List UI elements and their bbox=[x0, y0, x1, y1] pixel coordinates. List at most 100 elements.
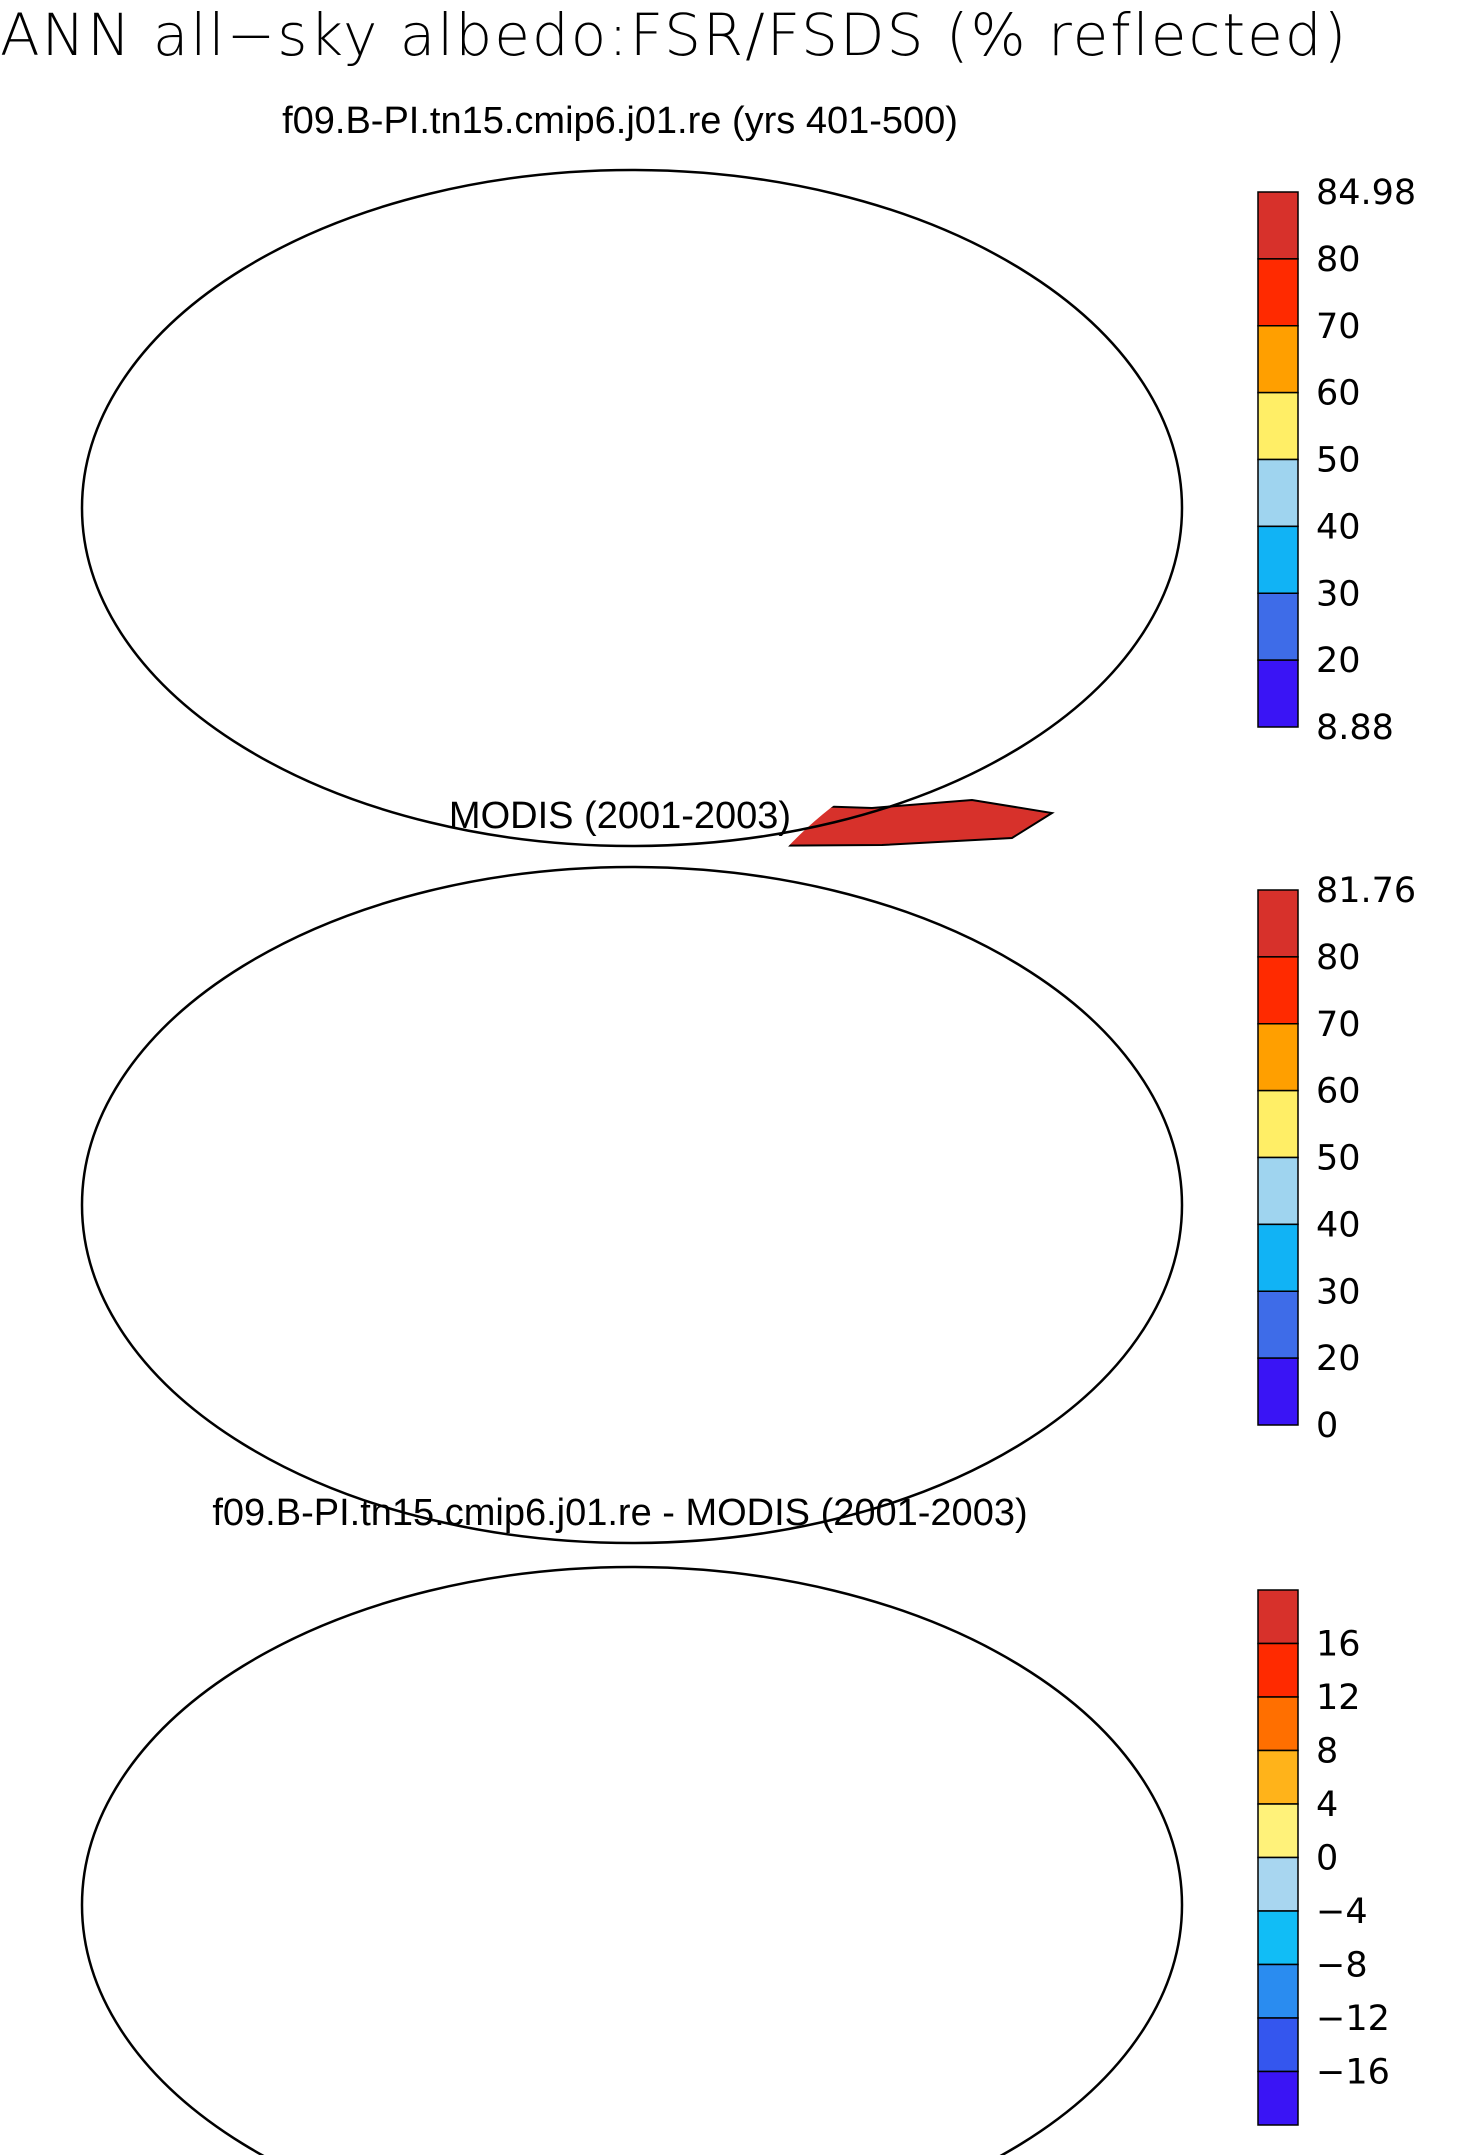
colorbar-segment bbox=[1257, 1803, 1299, 1859]
field-patch bbox=[512, 1660, 592, 1683]
landmass-newZealand bbox=[867, 633, 882, 666]
colorbar-label: 12 bbox=[1316, 1678, 1361, 1718]
map-panel-1 bbox=[80, 168, 1184, 848]
landmass-india bbox=[647, 378, 682, 438]
field-patch bbox=[272, 1670, 332, 1695]
landmass-australia bbox=[727, 1930, 827, 2020]
colorbar-label: 30 bbox=[1316, 1272, 1361, 1312]
colorbar-segment bbox=[1257, 1023, 1299, 1092]
field-patch bbox=[302, 1925, 332, 1965]
colorbar-segment bbox=[1257, 956, 1299, 1025]
landmass-northAmerica bbox=[157, 887, 457, 1110]
landmass-greenland bbox=[372, 1565, 467, 1630]
colorbar-segment bbox=[1257, 258, 1299, 327]
colorbar-segment bbox=[1257, 325, 1299, 394]
landmass-india bbox=[647, 1775, 682, 1835]
colorbar-label: 16 bbox=[1316, 1625, 1361, 1665]
colorbar-segment bbox=[1257, 2070, 1299, 2126]
panel-1-title: f09.B-PI.tn15.cmip6.j01.re (yrs 401-500) bbox=[282, 100, 958, 142]
colorbar-label: 70 bbox=[1316, 1005, 1361, 1045]
map-frame bbox=[80, 865, 1184, 1545]
colorbar-label: −16 bbox=[1316, 2053, 1390, 2093]
landmass-seAsia bbox=[722, 1095, 752, 1145]
landmass-eurasia bbox=[482, 198, 952, 408]
field-patch bbox=[692, 1715, 772, 1745]
field-patch bbox=[202, 263, 302, 293]
landmass-northAmerica bbox=[157, 1587, 457, 1810]
colorbar-label: −4 bbox=[1316, 1892, 1368, 1932]
colorbar-label: −12 bbox=[1316, 1999, 1390, 2039]
landmass-africa bbox=[457, 358, 642, 593]
map-frame bbox=[80, 168, 1184, 848]
landmass-australia bbox=[727, 533, 827, 623]
colorbar-label: 8 bbox=[1316, 1732, 1338, 1772]
colorbar-label: 40 bbox=[1316, 1205, 1361, 1245]
colorbar-label: 0 bbox=[1316, 1839, 1338, 1879]
colorbar-segment bbox=[1257, 1223, 1299, 1292]
map-panel-3 bbox=[80, 1565, 1184, 2155]
colorbar-segment bbox=[1257, 525, 1299, 594]
colorbar-label: 20 bbox=[1316, 641, 1361, 681]
colorbar-segment bbox=[1257, 1089, 1299, 1159]
colorbar-label: −8 bbox=[1316, 1946, 1368, 1986]
colorbar-label: 30 bbox=[1316, 574, 1361, 614]
colorbar-1: 84.98 80 70 60 50 40 30 20 8.88 bbox=[1257, 173, 1416, 748]
colorbar-segment bbox=[1257, 1589, 1299, 1645]
field-patch bbox=[572, 895, 672, 920]
colorbar-label: 81.76 bbox=[1316, 871, 1416, 911]
colorbar-segment bbox=[1257, 1749, 1299, 1805]
colorbar-segment bbox=[1257, 1290, 1299, 1359]
field-patch bbox=[572, 1600, 752, 1623]
landmass-uk bbox=[492, 258, 507, 280]
colorbar-segment bbox=[1257, 1156, 1299, 1226]
landmass-newZealand bbox=[867, 1330, 882, 1363]
landmass-eurasia bbox=[482, 895, 952, 1105]
field-patch bbox=[692, 258, 792, 293]
colorbar-label: 8.88 bbox=[1316, 708, 1394, 748]
field-patch bbox=[522, 386, 602, 400]
field-patch bbox=[492, 378, 622, 408]
colorbar-label: 80 bbox=[1316, 938, 1361, 978]
landmass-seAsia bbox=[722, 398, 752, 448]
field-patch bbox=[572, 203, 652, 228]
landmass-indonesia bbox=[702, 468, 802, 498]
landmass-seAsia bbox=[722, 1795, 752, 1845]
landmass-japan bbox=[837, 1725, 857, 1755]
colorbar-label: 40 bbox=[1316, 507, 1361, 547]
colorbar-segment bbox=[1257, 1963, 1299, 2019]
landmass-madagascar bbox=[620, 536, 632, 566]
field-patch bbox=[492, 1075, 622, 1105]
colorbar-label: 60 bbox=[1316, 374, 1361, 414]
landmass-japan bbox=[837, 328, 857, 358]
colorbar-label: 50 bbox=[1316, 1139, 1361, 1179]
colorbar-label: 60 bbox=[1316, 1072, 1361, 1112]
colorbar-label: 84.98 bbox=[1316, 173, 1416, 213]
landmass-indonesia bbox=[702, 1165, 802, 1195]
panel-2-title: MODIS (2001-2003) bbox=[448, 795, 792, 837]
landmass-greenland bbox=[372, 168, 467, 233]
colorbar-segment bbox=[1257, 1696, 1299, 1752]
colorbar-segment bbox=[1257, 1357, 1299, 1426]
field-patch bbox=[202, 930, 312, 960]
landmass-southAmerica bbox=[282, 423, 407, 638]
map-panel-2 bbox=[80, 865, 1184, 1545]
field-patch bbox=[192, 1625, 292, 1655]
colorbar-label: 20 bbox=[1316, 1339, 1361, 1379]
panel-3-title: f09.B-PI.tn15.cmip6.j01.re - MODIS (2001… bbox=[212, 1492, 1028, 1534]
colorbar-segment bbox=[1257, 191, 1299, 260]
colorbar-segment bbox=[1257, 889, 1299, 958]
colorbar-3: 16 12 8 4 0 −4 −8 −12 −16 bbox=[1257, 1589, 1390, 2126]
field-patch bbox=[232, 298, 312, 328]
colorbar-label: 80 bbox=[1316, 240, 1361, 280]
colorbar-segment bbox=[1257, 2017, 1299, 2073]
colorbar-label: 50 bbox=[1316, 441, 1361, 481]
landmass-australia bbox=[727, 1230, 827, 1320]
landmass-northAmerica bbox=[157, 190, 457, 413]
landmass-eurasia bbox=[482, 1595, 952, 1805]
landmass-antarctica bbox=[202, 1497, 1052, 1543]
map-frame bbox=[80, 1565, 1184, 2155]
landmass-japan bbox=[837, 1025, 857, 1055]
landmass-indonesia bbox=[702, 1865, 802, 1895]
landmass-southAmerica bbox=[282, 1120, 407, 1335]
